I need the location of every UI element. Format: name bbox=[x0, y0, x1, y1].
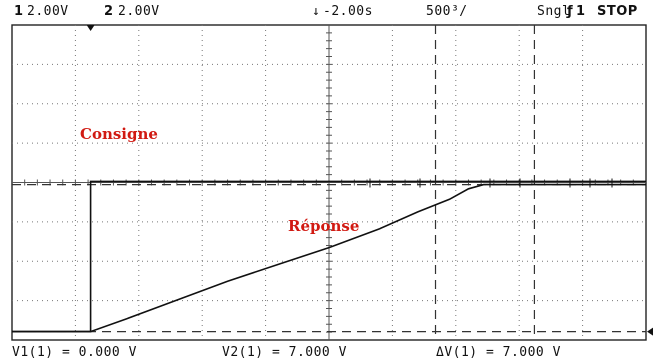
trace-reponse bbox=[12, 183, 646, 333]
ch1-number[interactable]: 1 bbox=[14, 4, 24, 19]
trigger-point-marker bbox=[86, 25, 95, 31]
ch1-scale: 2.00V bbox=[27, 4, 69, 19]
scope-header: 1 2.00V 2 2.00V ↓ -2.00s 500³/ Sngl ƒ 1 … bbox=[0, 0, 654, 22]
graticule bbox=[11, 24, 647, 341]
time-delay: -2.00s bbox=[323, 4, 373, 19]
markers bbox=[86, 25, 653, 336]
delay-marker-icon: ↓ bbox=[312, 4, 321, 19]
trigger-edge-icon: ƒ bbox=[567, 4, 574, 19]
measurement-bar: V1(1) = 0.000 V V2(1) = 7.000 V ΔV(1) = … bbox=[0, 344, 654, 363]
ground-marker bbox=[647, 327, 653, 336]
annotation-reponse: Réponse bbox=[288, 217, 359, 235]
ch2-scale: 2.00V bbox=[118, 4, 160, 19]
acquisition-mode: Sngl bbox=[537, 4, 571, 19]
trigger-channel: 1 bbox=[576, 4, 586, 19]
v2-readout: V2(1) = 7.000 V bbox=[222, 345, 347, 360]
ch2-number[interactable]: 2 bbox=[104, 4, 114, 19]
v1-readout: V1(1) = 0.000 V bbox=[12, 345, 137, 360]
annotation-consigne: Consigne bbox=[80, 125, 158, 143]
timebase: 500³/ bbox=[426, 4, 468, 19]
traces bbox=[12, 178, 646, 333]
run-status[interactable]: STOP bbox=[597, 4, 638, 19]
dv-readout: ΔV(1) = 7.000 V bbox=[436, 345, 561, 360]
